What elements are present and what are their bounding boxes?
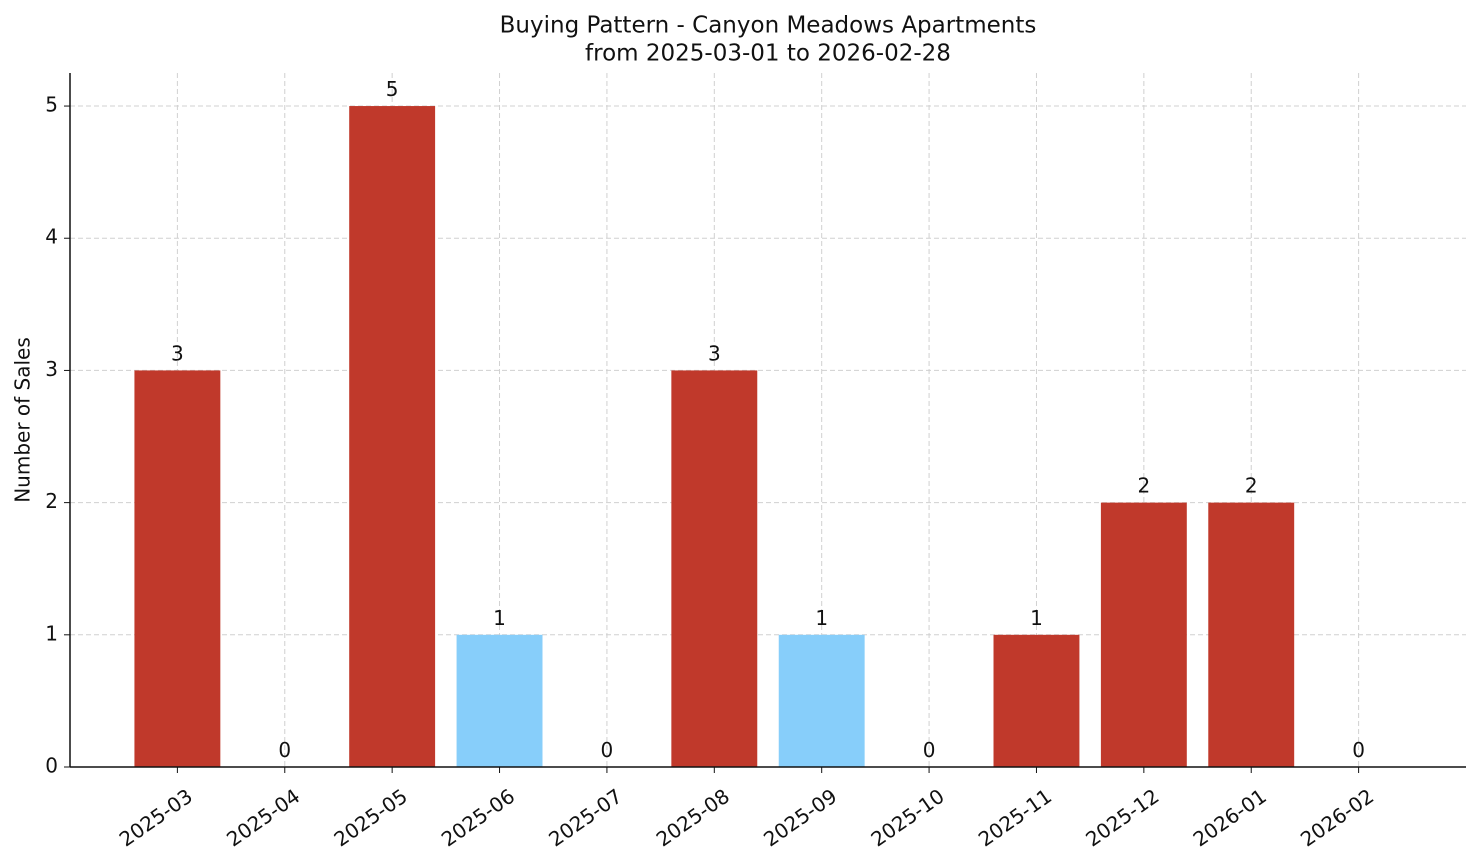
value-label: 1 [493,606,506,630]
bar [456,634,543,767]
value-label: 1 [815,606,828,630]
value-label: 0 [278,738,291,762]
y-tick-label: 3 [45,357,58,381]
chart-title: Buying Pattern - Canyon Meadows Apartmen… [500,13,1037,39]
x-tick-label: 2025-09 [759,784,841,852]
x-tick-label: 2025-03 [115,784,197,852]
bar [134,370,221,767]
value-label: 0 [601,738,614,762]
value-label: 3 [171,341,184,365]
y-tick-label: 5 [45,93,58,117]
x-tick-label: 2025-10 [866,784,948,852]
bar [1208,502,1295,767]
bar [778,634,865,767]
bar [671,370,758,767]
x-tick-label: 2026-02 [1296,784,1378,852]
bar [1100,502,1187,767]
y-tick-label: 2 [45,489,58,513]
value-label: 0 [1352,738,1365,762]
y-tick-label: 0 [45,754,58,778]
value-label: 5 [386,77,399,101]
x-tick-label: 2025-08 [652,784,734,852]
bar [993,634,1080,767]
bar [349,106,436,768]
x-tick-label: 2025-11 [974,784,1056,852]
value-label: 2 [1137,474,1150,498]
y-tick-label: 1 [45,621,58,645]
x-tick-label: 2026-01 [1189,784,1271,852]
value-label: 1 [1030,606,1043,630]
value-label: 0 [923,738,936,762]
value-label: 2 [1245,474,1258,498]
y-axis-label: Number of Sales [11,337,35,503]
y-tick-label: 4 [45,225,58,249]
x-tick-label: 2025-04 [222,784,304,852]
chart-subtitle: from 2025-03-01 to 2026-02-28 [585,41,951,67]
x-tick-label: 2025-07 [544,784,626,852]
x-tick-label: 2025-05 [330,784,412,852]
x-tick-label: 2025-12 [1081,784,1163,852]
value-label: 3 [708,341,721,365]
x-tick-label: 2025-06 [437,784,519,852]
